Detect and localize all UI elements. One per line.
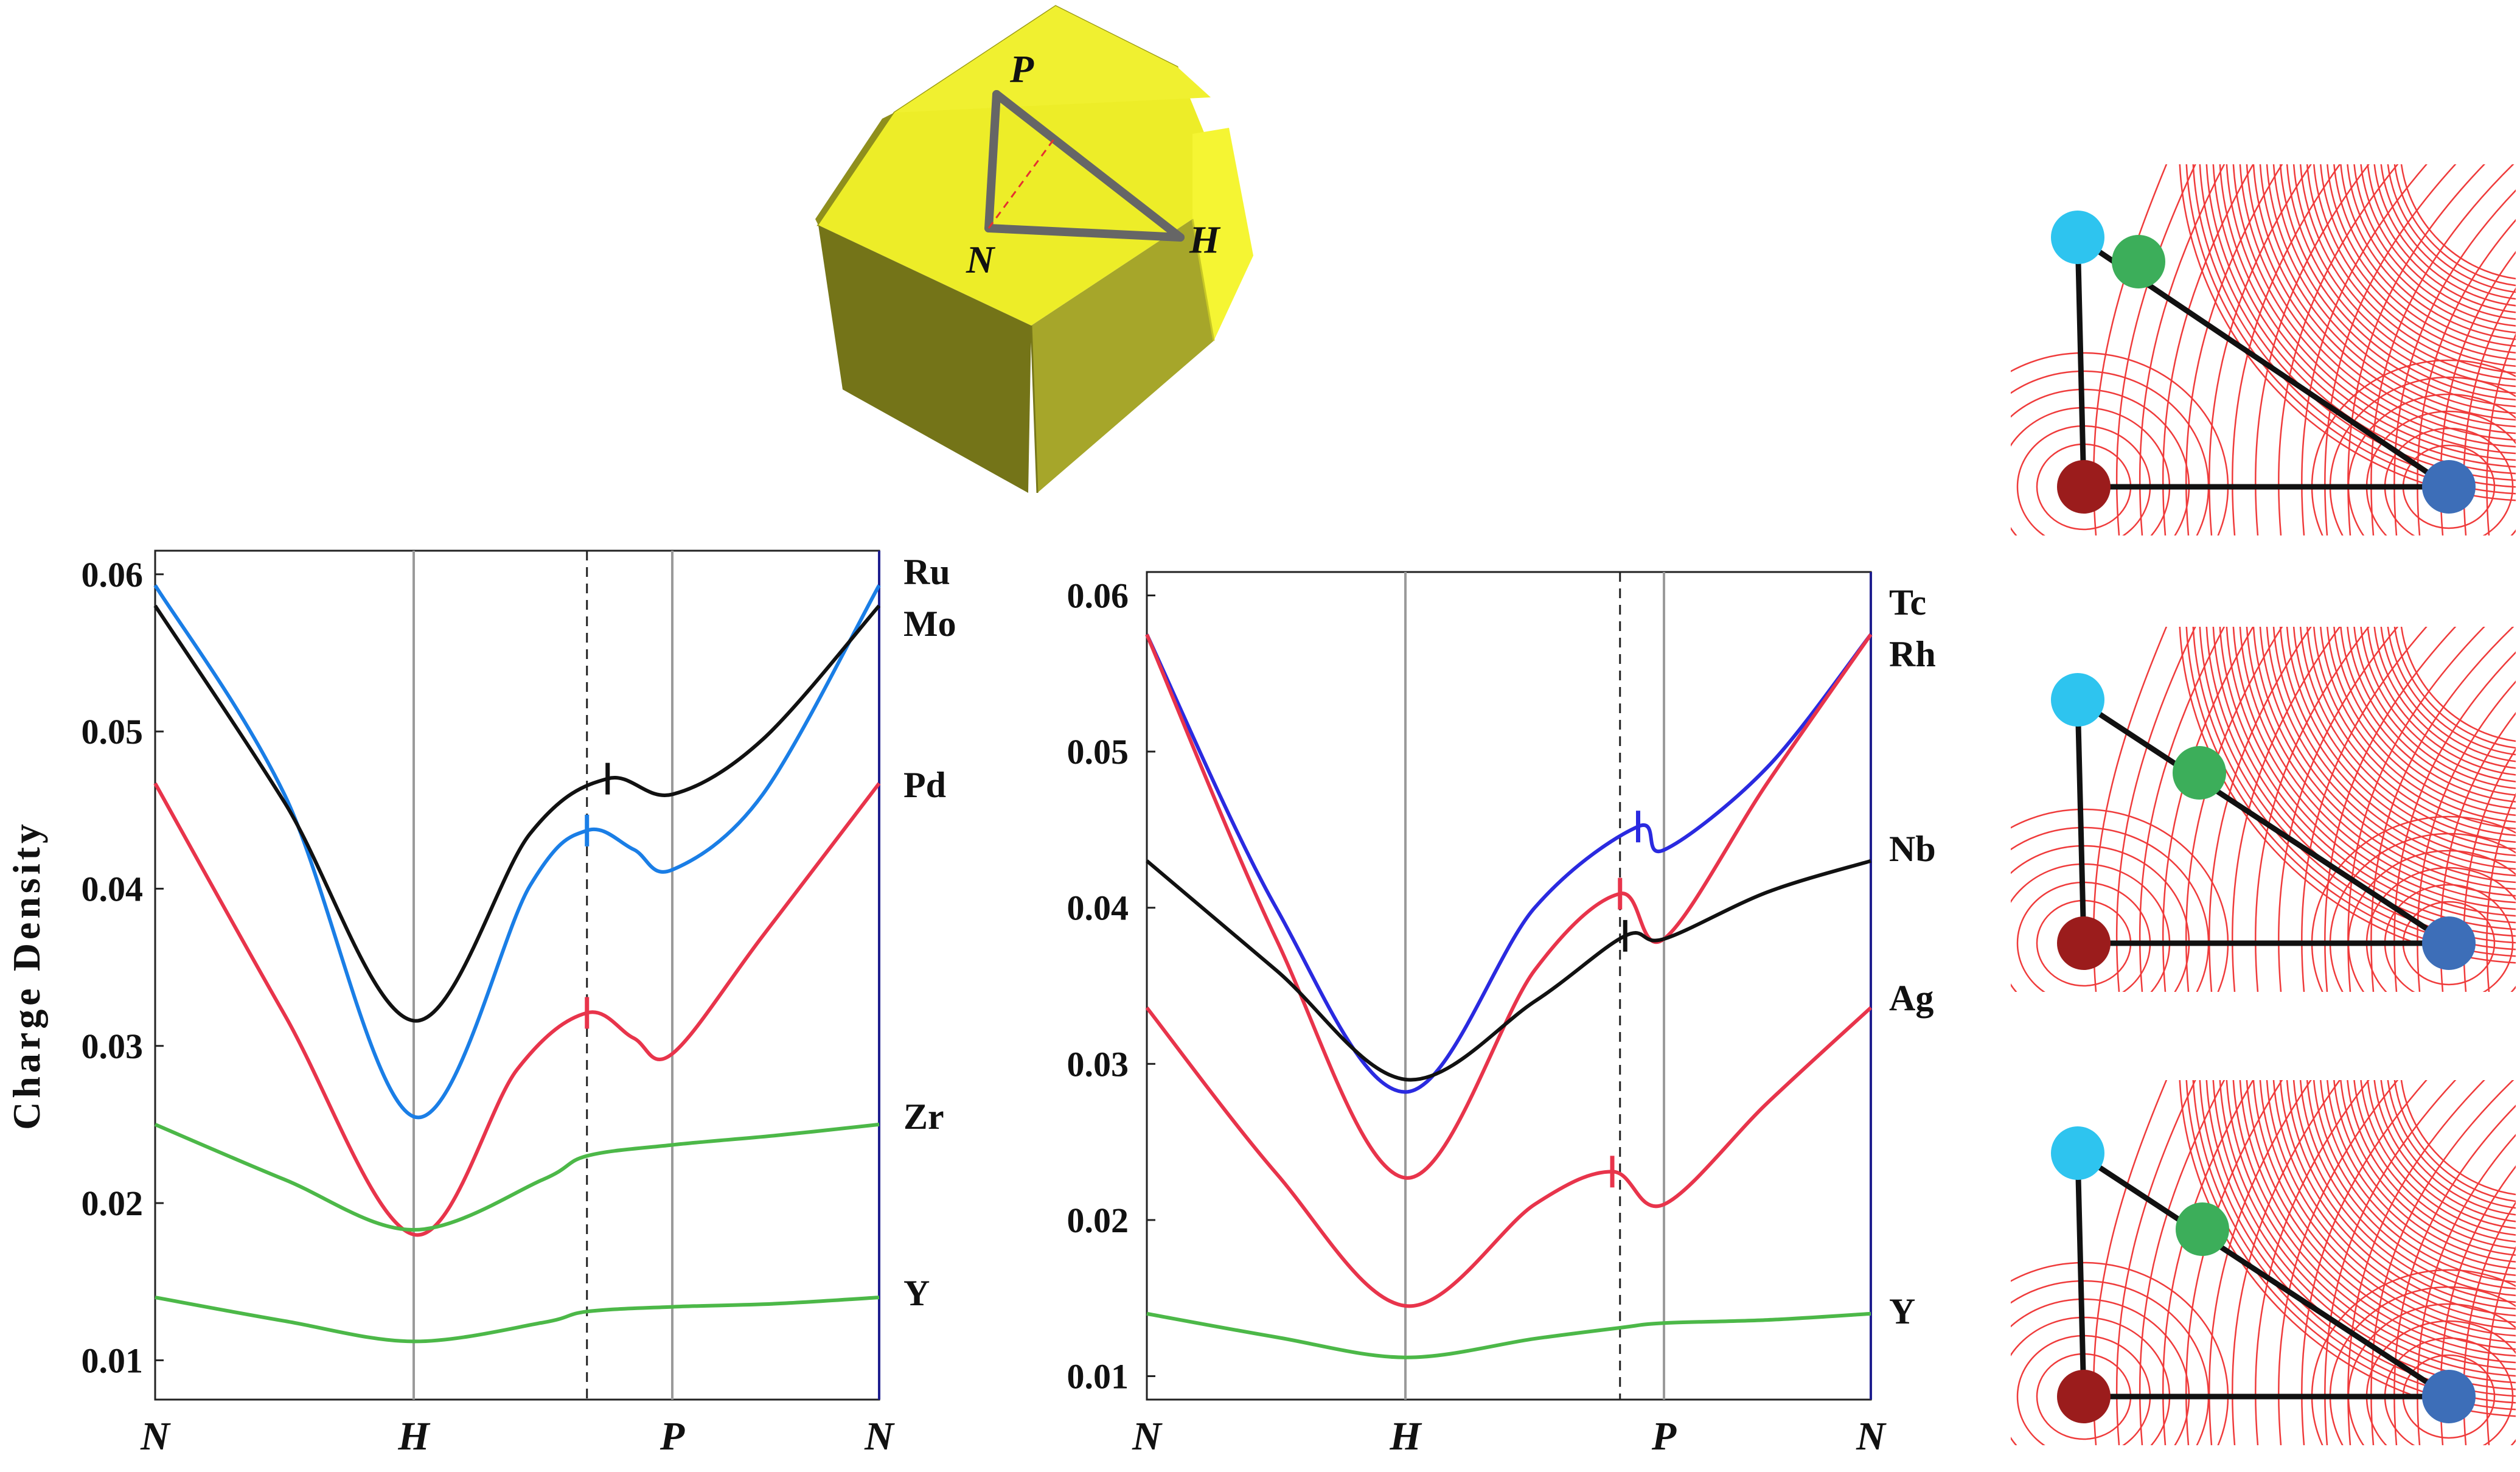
- series-line-y: [155, 1296, 880, 1344]
- blue-atom: [2422, 916, 2476, 970]
- atom-triangle: [2075, 1148, 2459, 1400]
- series-label-y: Y: [1889, 1291, 1915, 1331]
- red-atom: [2057, 1370, 2111, 1423]
- green-atom: [2173, 746, 2226, 800]
- brillouin-zone-diagram: P N H: [815, 5, 1253, 494]
- green-atom: [2176, 1202, 2229, 1256]
- x-tick-label: N: [1132, 1414, 1163, 1459]
- series-line-rh: [1145, 633, 1873, 1180]
- y-tick-label: 0.01: [1067, 1357, 1129, 1397]
- y-tick-label: 0.05: [82, 712, 144, 752]
- x-tick-label: P: [660, 1414, 685, 1459]
- y-axis-label: Charge Density: [5, 820, 48, 1130]
- bz-label-n: N: [966, 238, 996, 281]
- series-line-y: [1146, 1311, 1871, 1359]
- series-line-tc: [1145, 633, 1873, 1094]
- series-label-zr: Zr: [903, 1097, 944, 1137]
- x-tick-label: N: [864, 1414, 895, 1459]
- cyan-atom: [2051, 673, 2104, 727]
- bz-label-h: H: [1189, 218, 1221, 261]
- y-tick-label: 0.04: [1067, 888, 1129, 928]
- y-tick-label: 0.06: [1067, 576, 1129, 615]
- x-tick-label: H: [1389, 1414, 1422, 1459]
- series-label-ag: Ag: [1889, 978, 1934, 1018]
- charge-density-chart-left: 0.01 0.02 0.03 0.04 0.05 0.06 N H P N Charge Densi…: [5, 549, 956, 1459]
- series-line-pd: [153, 782, 881, 1237]
- series-line-nb: [1146, 859, 1871, 1082]
- red-atom: [2057, 460, 2111, 514]
- x-tick-label: P: [1651, 1414, 1677, 1459]
- series-label-mo: Mo: [903, 604, 956, 644]
- contour-panels: [2011, 164, 2516, 1445]
- series-line-mo: [153, 604, 881, 1023]
- x-tick-label: H: [397, 1414, 431, 1459]
- series-label-tc: Tc: [1889, 582, 1926, 623]
- cyan-atom: [2051, 211, 2104, 264]
- plot-frame: [1146, 571, 1872, 1401]
- y-tick-label: 0.02: [1067, 1201, 1129, 1240]
- atom-triangle: [2075, 694, 2459, 946]
- blue-atom: [2422, 460, 2476, 514]
- atom-triangle: [2075, 232, 2458, 490]
- charge-density-chart-right: 0.01 0.02 0.03 0.04 0.05 0.06 N H P N Tc Rh Nb Ag Y: [1067, 571, 1936, 1459]
- series-label-nb: Nb: [1889, 829, 1936, 869]
- contour-panel: [2011, 164, 2516, 535]
- y-tick-label: 0.02: [82, 1184, 144, 1223]
- series-label-ru: Ru: [903, 552, 950, 592]
- series-label-pd: Pd: [903, 765, 946, 805]
- x-tick-label: N: [1856, 1414, 1887, 1459]
- contour-panel: [2011, 627, 2516, 992]
- green-atom: [2112, 235, 2165, 288]
- x-tick-label: N: [140, 1414, 171, 1459]
- y-tick-label: 0.04: [82, 869, 144, 909]
- series-line-zr: [154, 1122, 880, 1232]
- blue-atom: [2422, 1370, 2476, 1423]
- cyan-atom: [2051, 1126, 2104, 1180]
- y-tick-label: 0.03: [1067, 1044, 1129, 1084]
- series-label-rh: Rh: [1889, 634, 1936, 674]
- series-line-ag: [1145, 1006, 1873, 1308]
- y-tick-label: 0.03: [82, 1027, 144, 1066]
- y-tick-label: 0.01: [82, 1341, 144, 1380]
- series-label-y: Y: [903, 1273, 930, 1313]
- y-tick-label: 0.06: [82, 555, 144, 595]
- contour-panel: [2011, 1080, 2516, 1445]
- y-tick-label: 0.05: [1067, 732, 1129, 772]
- bz-label-p: P: [1009, 47, 1034, 91]
- red-atom: [2057, 916, 2111, 970]
